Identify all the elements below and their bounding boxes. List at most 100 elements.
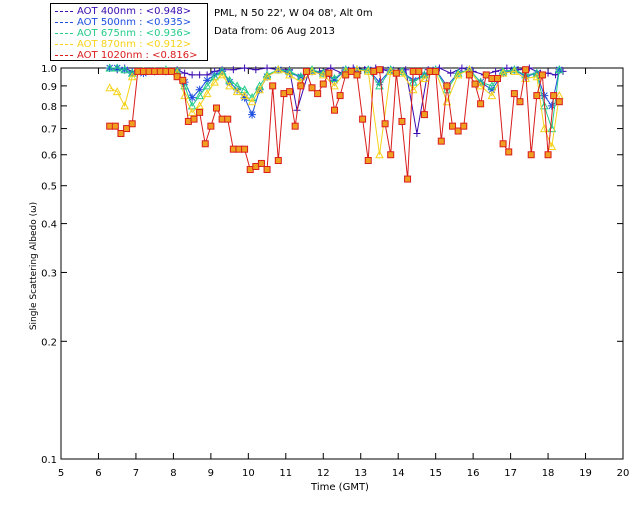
legend-entry: AOT 400nm : <0.948>: [55, 6, 191, 17]
x-tick-label: 5: [58, 468, 64, 479]
data-point: [202, 81, 212, 90]
data-point: [127, 72, 137, 81]
data-point: [487, 81, 497, 90]
data-point: [330, 76, 339, 85]
data-point: [487, 85, 496, 94]
data-point: [195, 91, 204, 100]
data-point: [544, 151, 552, 159]
data-point: [498, 68, 508, 77]
y-tick-label: 1.0: [41, 64, 57, 75]
data-point: [269, 82, 277, 90]
legend-swatch: [55, 54, 73, 56]
data-point: [217, 70, 227, 79]
y-tick-label: 0.1: [41, 455, 57, 466]
data-point: [247, 97, 257, 106]
y-tick-label: 0.2: [41, 337, 57, 348]
data-point: [493, 75, 501, 83]
data-point: [550, 92, 558, 100]
data-point: [498, 66, 508, 75]
data-point: [255, 85, 264, 94]
plot-frame: [60, 67, 624, 460]
data-point: [432, 67, 440, 75]
data-point: [510, 66, 519, 75]
data-point: [273, 65, 283, 74]
data-point: [415, 67, 423, 75]
data-point: [291, 122, 299, 130]
data-point: [392, 69, 400, 77]
data-point: [207, 122, 215, 130]
data-point: [336, 92, 344, 100]
data-point: [363, 66, 373, 75]
x-tick-label: 17: [504, 468, 517, 479]
data-point: [225, 81, 234, 90]
data-point: [263, 166, 271, 174]
series-layer: [105, 63, 567, 183]
data-point: [547, 124, 557, 133]
x-tick-label: 16: [467, 468, 480, 479]
data-point: [180, 81, 189, 90]
x-tick-label: 13: [354, 468, 367, 479]
data-point: [151, 67, 159, 75]
y-axis-label: Single Scattering Albedo (ω): [29, 202, 39, 330]
data-point: [156, 67, 164, 75]
data-point: [408, 85, 418, 94]
legend-swatch: [55, 32, 73, 34]
data-point: [308, 84, 316, 92]
data-point: [325, 69, 333, 77]
data-point: [188, 93, 197, 102]
series-line: [109, 67, 564, 134]
data-point: [168, 67, 176, 75]
data-point: [471, 80, 479, 88]
data-point: [106, 122, 114, 130]
data-point: [128, 120, 136, 128]
data-point: [247, 93, 257, 102]
data-point: [240, 91, 249, 100]
data-point: [123, 125, 131, 133]
data-point: [187, 107, 197, 116]
x-tick-label: 9: [208, 468, 214, 479]
data-point: [460, 122, 468, 130]
data-point: [447, 69, 455, 77]
data-point: [280, 90, 288, 98]
data-point: [240, 93, 249, 102]
data-point: [375, 66, 383, 74]
x-tick-label: 6: [95, 468, 101, 479]
data-point: [453, 68, 463, 77]
data-point: [398, 117, 406, 125]
data-point: [196, 71, 204, 79]
data-point: [252, 66, 260, 74]
legend-label: AOT 1020nm : <0.816>: [77, 50, 198, 61]
data-point: [120, 101, 130, 110]
data-point: [330, 81, 339, 90]
data-point: [241, 64, 249, 72]
legend-label: AOT 870nm : <0.912>: [77, 39, 192, 50]
legend-entry: AOT 500nm : <0.935>: [55, 17, 191, 28]
data-point: [404, 175, 412, 183]
data-point: [487, 91, 497, 100]
data-point: [532, 68, 542, 77]
legend-entry: AOT 870nm : <0.912>: [55, 39, 191, 50]
data-point: [252, 162, 260, 170]
data-point: [105, 83, 115, 92]
data-point: [492, 67, 500, 75]
data-point: [232, 87, 242, 96]
data-point: [285, 70, 294, 79]
data-point: [162, 67, 170, 75]
data-point: [449, 122, 457, 130]
y-tick-label: 0.3: [41, 268, 57, 279]
data-point: [190, 115, 198, 123]
x-tick-label: 8: [170, 468, 176, 479]
series-5: [106, 66, 563, 183]
legend-label: AOT 675nm : <0.936>: [77, 28, 192, 39]
data-point: [224, 115, 232, 123]
data-point: [210, 77, 219, 86]
data-point: [527, 151, 535, 159]
data-point: [458, 64, 466, 72]
data-point: [516, 98, 524, 106]
data-point: [510, 65, 519, 74]
legend-swatch: [55, 10, 73, 12]
data-point: [262, 72, 272, 81]
x-axis-label: Time (GMT): [310, 482, 369, 493]
data-point: [381, 120, 389, 128]
